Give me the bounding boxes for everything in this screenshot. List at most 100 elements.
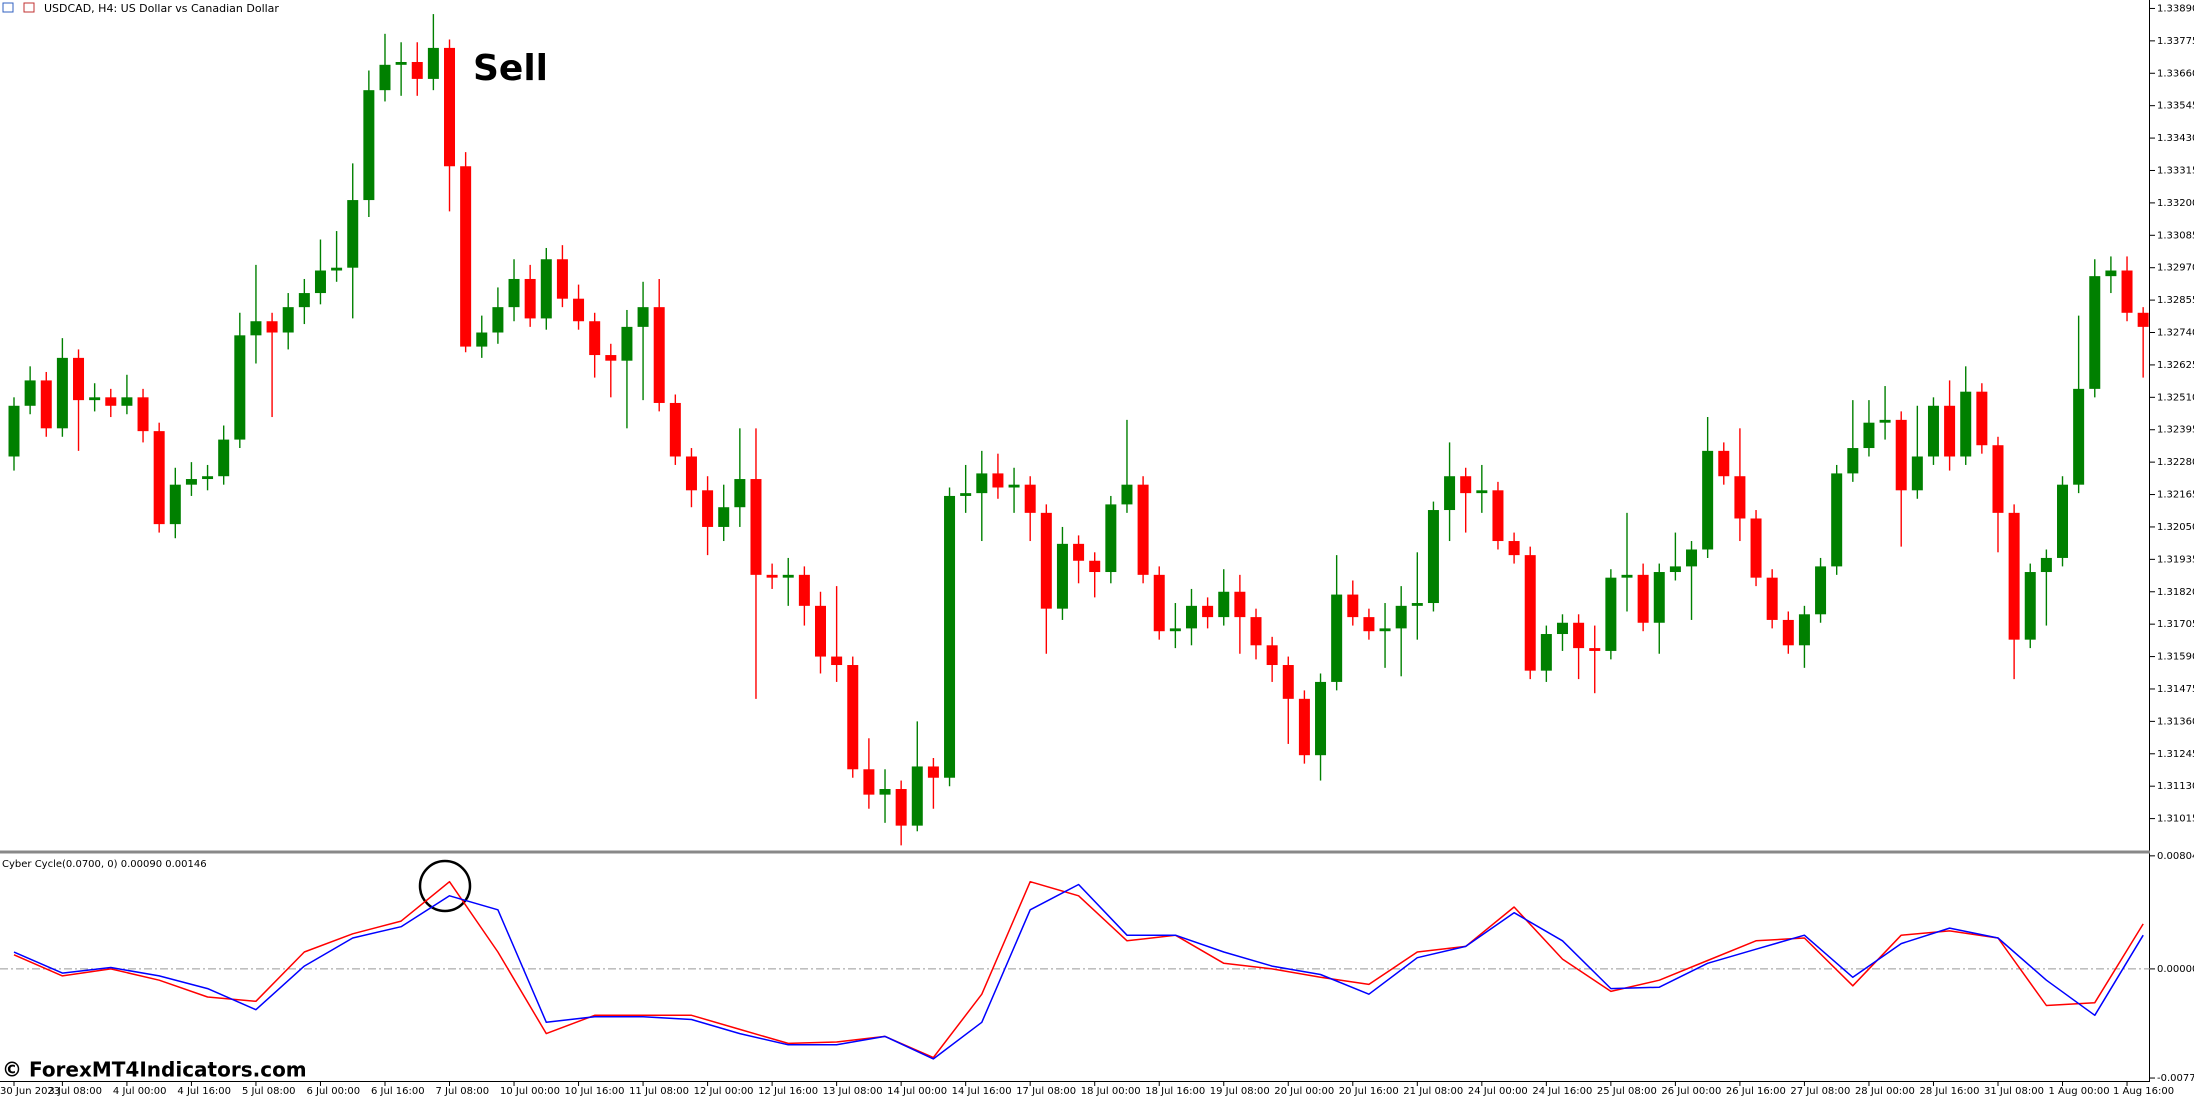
candle-body (395, 61, 407, 65)
y-tick-label: 1.33200 (2157, 198, 2194, 209)
candle-body (1669, 566, 1681, 573)
candle-body (605, 355, 617, 361)
x-tick-label: 26 Jul 16:00 (1726, 1086, 1786, 1097)
candle-body (2089, 276, 2101, 389)
candle-body (1524, 555, 1536, 671)
candle-body (1976, 391, 1988, 446)
candle-body (1927, 405, 1939, 457)
header-title: USDCAD, H4: US Dollar vs Canadian Dollar (44, 2, 279, 15)
candle-body (137, 397, 149, 432)
candle-body (105, 397, 117, 406)
candle-body (1863, 422, 1875, 449)
y-tick-label: 1.31475 (2157, 684, 2194, 695)
candle-body (1008, 484, 1020, 488)
candle-body (1024, 484, 1036, 513)
candle-body (1056, 543, 1068, 609)
candle-body (282, 307, 294, 333)
candle-body (2121, 270, 2133, 313)
candle-body (863, 769, 875, 795)
candle-body (1040, 512, 1052, 609)
y-tick-label: 1.33315 (2157, 165, 2194, 176)
x-tick-label: 10 Jul 00:00 (500, 1086, 560, 1097)
candle-body (1750, 518, 1762, 578)
candle-body (1282, 665, 1294, 699)
y-tick-label: 1.32740 (2157, 328, 2194, 339)
candle-body (1169, 628, 1181, 632)
candle-body (40, 380, 52, 429)
x-tick-label: 21 Jul 08:00 (1403, 1086, 1463, 1097)
candle-body (8, 405, 20, 457)
candle-body (1379, 628, 1391, 632)
candle-body (1944, 405, 1956, 457)
candle-body (121, 397, 133, 406)
candle-body (927, 766, 939, 778)
y-tick-label: 1.31590 (2157, 652, 2194, 663)
x-tick-label: 4 Jul 16:00 (177, 1086, 231, 1097)
x-tick-label: 6 Jul 16:00 (371, 1086, 425, 1097)
candle-body (508, 278, 520, 308)
y-tick-label: 1.31820 (2157, 587, 2194, 598)
x-tick-label: 4 Jul 00:00 (113, 1086, 167, 1097)
x-tick-label: 28 Jul 16:00 (1919, 1086, 1979, 1097)
candle-body (750, 479, 762, 575)
indicator-line (13, 883, 2144, 1060)
candle-body (411, 61, 423, 79)
indicator-line (13, 880, 2144, 1059)
candle-body (1105, 504, 1117, 573)
y-tick-label: 1.32625 (2157, 360, 2194, 371)
candle-body (1911, 456, 1923, 491)
x-tick-label: 14 Jul 16:00 (952, 1086, 1012, 1097)
candle-body (653, 307, 665, 403)
candle-body (524, 278, 536, 319)
candle-body (1782, 619, 1794, 646)
candle-body (1073, 543, 1085, 561)
candle-body (1137, 484, 1149, 575)
candle-body (314, 270, 326, 294)
candle-body (556, 259, 568, 299)
candle-body (1992, 445, 2004, 513)
candle-body (1734, 476, 1746, 519)
candle-body (1185, 605, 1197, 629)
candle-body (1427, 510, 1439, 604)
y-tick-label: 1.32280 (2157, 457, 2194, 468)
x-tick-label: 18 Jul 16:00 (1145, 1086, 1205, 1097)
x-tick-label: 3 Jul 08:00 (48, 1086, 102, 1097)
candle-body (1234, 591, 1246, 618)
candle-body (1411, 603, 1423, 606)
candle-body (1315, 681, 1327, 756)
candle-body (1331, 594, 1343, 682)
candle-body (782, 574, 794, 578)
candle-body (492, 307, 504, 333)
candle-body (1960, 391, 1972, 457)
candle-body (1508, 541, 1520, 556)
candle-body (347, 200, 359, 268)
indicator-title: Cyber Cycle(0.0700, 0) 0.00090 0.00146 (2, 859, 207, 870)
x-tick-label: 12 Jul 00:00 (694, 1086, 754, 1097)
candle-body (1202, 605, 1214, 618)
candle-body (202, 476, 214, 480)
y-tick-label: 1.31935 (2157, 554, 2194, 565)
candle-body (1460, 476, 1472, 494)
y-tick-label: 1.31360 (2157, 716, 2194, 727)
candle-body (1847, 448, 1859, 474)
candle-body (1879, 419, 1891, 423)
candle-body (2073, 388, 2085, 485)
candle-body (847, 665, 859, 770)
candle-body (960, 493, 972, 496)
candle-body (1395, 605, 1407, 629)
candle-body (298, 293, 310, 308)
candle-body (1895, 419, 1907, 491)
x-tick-label: 11 Jul 08:00 (629, 1086, 689, 1097)
candle-body (992, 473, 1004, 488)
y-tick-label: 1.31130 (2157, 781, 2194, 792)
x-tick-label: 31 Jul 08:00 (1984, 1086, 2044, 1097)
candle-body (1556, 622, 1568, 635)
candle-body (1476, 490, 1488, 494)
y-tick-label: 1.31015 (2157, 814, 2194, 825)
x-tick-label: 27 Jul 08:00 (1790, 1086, 1850, 1097)
candle-body (444, 47, 456, 167)
x-tick-label: 13 Jul 08:00 (823, 1086, 883, 1097)
y-tick-label: 1.32395 (2157, 425, 2194, 436)
